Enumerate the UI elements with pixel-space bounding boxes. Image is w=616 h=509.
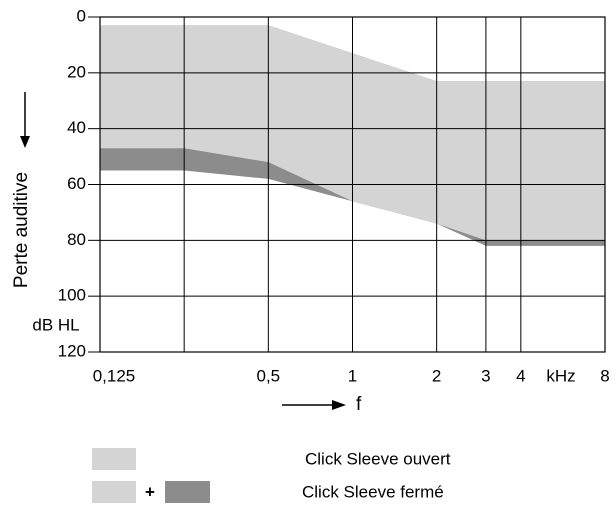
- x-tick-label: 4: [516, 366, 525, 385]
- y-axis-label: Perte auditive: [11, 172, 32, 288]
- x-tick-label: 0,5: [257, 366, 281, 385]
- x-arrow-head: [332, 400, 346, 410]
- legend-joiner: +: [145, 482, 155, 501]
- x-tick-label: 3: [481, 366, 490, 385]
- x-tick-label: 0,125: [93, 366, 136, 385]
- y-unit: dB HL: [32, 315, 79, 334]
- x-tick-label: 8: [600, 366, 609, 385]
- y-tick-label: 20: [67, 62, 86, 81]
- legend-swatch: [92, 448, 136, 470]
- x-unit: kHz: [546, 366, 575, 385]
- legend-swatch: [165, 481, 210, 503]
- y-tick-label: 120: [58, 341, 86, 360]
- y-arrow-head: [20, 136, 30, 148]
- y-tick-label: 80: [67, 230, 86, 249]
- legend: Click Sleeve ouvert + Click Sleeve fermé: [92, 448, 451, 503]
- y-tick-label: 40: [67, 118, 86, 137]
- legend-swatch: [92, 481, 136, 503]
- y-tick-label: 100: [58, 286, 86, 305]
- x-axis-label: f: [356, 394, 362, 415]
- legend-label: Click Sleeve fermé: [302, 482, 444, 501]
- y-tick-label: 0: [77, 6, 86, 25]
- plot-border: [99, 16, 606, 353]
- legend-label: Click Sleeve ouvert: [305, 449, 451, 468]
- x-tick-label: 2: [432, 366, 441, 385]
- y-tick-label: 60: [67, 174, 86, 193]
- x-tick-label: 1: [348, 366, 357, 385]
